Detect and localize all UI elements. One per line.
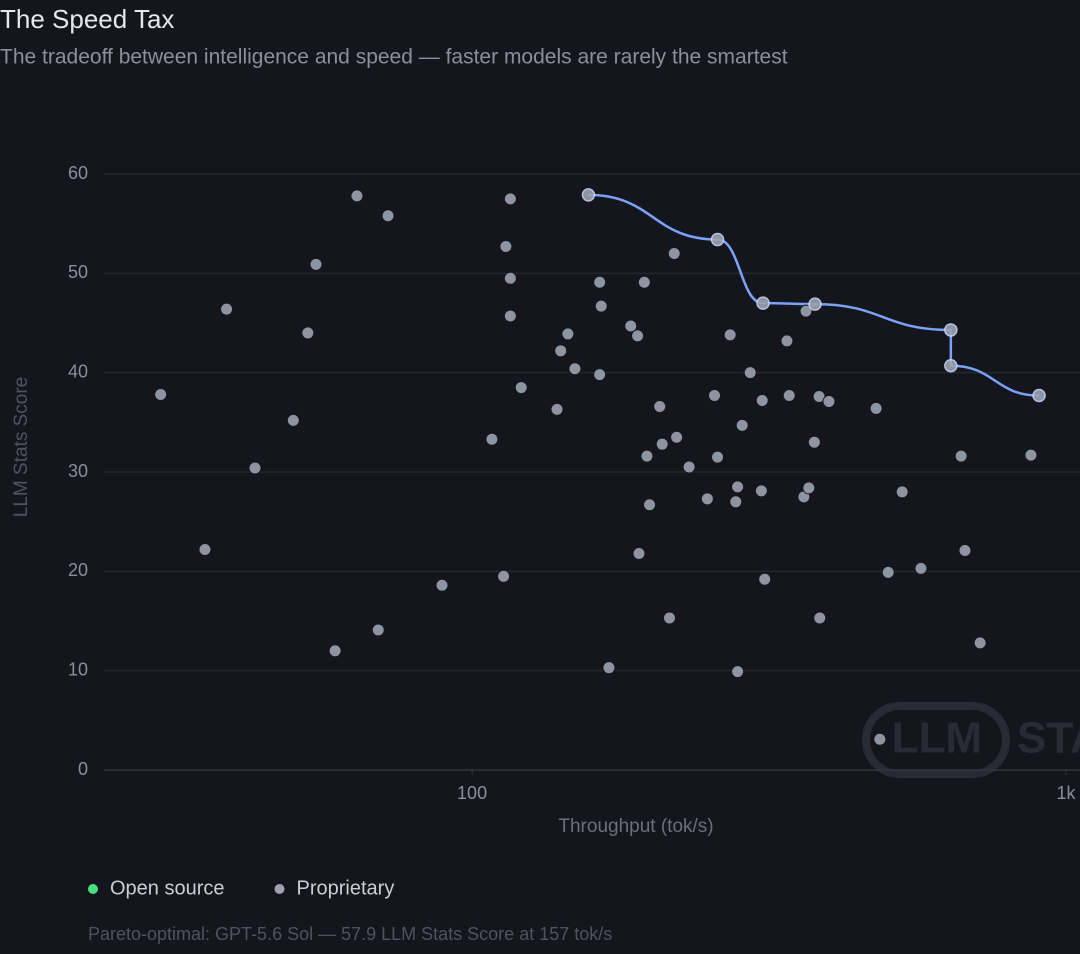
data-point (301, 326, 315, 340)
data-point (350, 189, 364, 203)
data-point (602, 661, 616, 675)
data-point (813, 611, 827, 625)
data-point (914, 561, 928, 575)
x-tick-label: 100 (457, 783, 487, 803)
data-point (782, 389, 796, 403)
y-tick-label: 40 (68, 361, 88, 381)
data-point (248, 461, 262, 475)
y-tick-label: 10 (68, 659, 88, 679)
data-point (729, 495, 743, 509)
data-point (667, 246, 681, 260)
data-point (499, 240, 513, 254)
data-point (723, 328, 737, 342)
data-point (881, 565, 895, 579)
data-point (198, 542, 212, 556)
y-tick-label: 60 (68, 163, 88, 183)
data-point (670, 430, 684, 444)
data-point (561, 327, 575, 341)
data-point (973, 636, 987, 650)
data-point (655, 437, 669, 451)
data-point (550, 402, 564, 416)
data-point (663, 611, 677, 625)
data-point (731, 480, 745, 494)
x-tick-label: 1k (1056, 783, 1076, 803)
data-point (497, 569, 511, 583)
y-tick-label: 20 (68, 560, 88, 580)
data-point (708, 389, 722, 403)
data-point (954, 449, 968, 463)
data-point (807, 435, 821, 449)
data-point (381, 209, 395, 223)
footnote: Pareto-optimal: GPT-5.6 Sol — 57.9 LLM S… (88, 924, 612, 944)
data-point (802, 481, 816, 495)
data-point (869, 401, 883, 415)
data-point (1024, 448, 1038, 462)
data-point (643, 498, 657, 512)
data-point (371, 623, 385, 637)
legend-label: Open source (110, 877, 225, 899)
data-point (328, 644, 342, 658)
data-point (503, 309, 517, 323)
data-point (711, 450, 725, 464)
y-tick-label: 0 (78, 759, 88, 779)
data-point (631, 329, 645, 343)
data-point (755, 393, 769, 407)
data-point (514, 381, 528, 395)
data-point (682, 460, 696, 474)
data-point (944, 323, 958, 337)
data-point (309, 257, 323, 271)
data-point (710, 232, 725, 247)
data-point (637, 275, 651, 289)
y-axis-label: LLM Stats Score (11, 377, 32, 517)
data-point (958, 543, 972, 557)
legend-swatch (274, 884, 285, 894)
data-point (700, 492, 714, 506)
data-point (640, 449, 654, 463)
data-point (895, 485, 909, 499)
data-point (554, 344, 568, 358)
data-point (220, 302, 234, 316)
legend-label: Proprietary (297, 877, 395, 899)
data-point (780, 334, 794, 348)
data-point (731, 665, 745, 679)
legend-swatch (88, 884, 98, 894)
x-axis-label: Throughput (tok/s) (558, 816, 713, 837)
data-point (808, 297, 822, 311)
data-point (503, 271, 517, 285)
data-point (593, 275, 607, 289)
y-tick-label: 30 (68, 461, 88, 481)
data-point (735, 418, 749, 432)
data-point (624, 319, 638, 333)
data-point (1032, 388, 1046, 403)
watermark-text: STATS (1017, 714, 1080, 763)
data-point (594, 299, 608, 313)
data-point (503, 192, 517, 206)
data-point (756, 296, 770, 310)
data-point (632, 546, 646, 560)
data-point (581, 188, 596, 202)
data-point (758, 572, 772, 586)
watermark: LLM STATS (862, 702, 1080, 778)
data-point (154, 388, 168, 402)
y-tick-label: 50 (68, 262, 88, 282)
chart-subtitle: The tradeoff between intelligence and sp… (0, 46, 788, 69)
data-point (822, 394, 836, 408)
watermark-badge-text: LLM (892, 714, 982, 763)
data-point (754, 484, 768, 498)
data-point (743, 366, 757, 380)
data-point (873, 732, 887, 746)
data-point (568, 362, 582, 376)
data-point (286, 413, 300, 427)
data-point (593, 368, 607, 382)
chart-title: The Speed Tax (0, 4, 174, 34)
data-point (435, 578, 449, 592)
data-point (485, 432, 499, 446)
data-point (653, 399, 667, 413)
data-point (944, 358, 958, 373)
data-point (799, 304, 813, 318)
watermark-badge (862, 702, 1010, 778)
pareto-frontier (588, 193, 1040, 397)
